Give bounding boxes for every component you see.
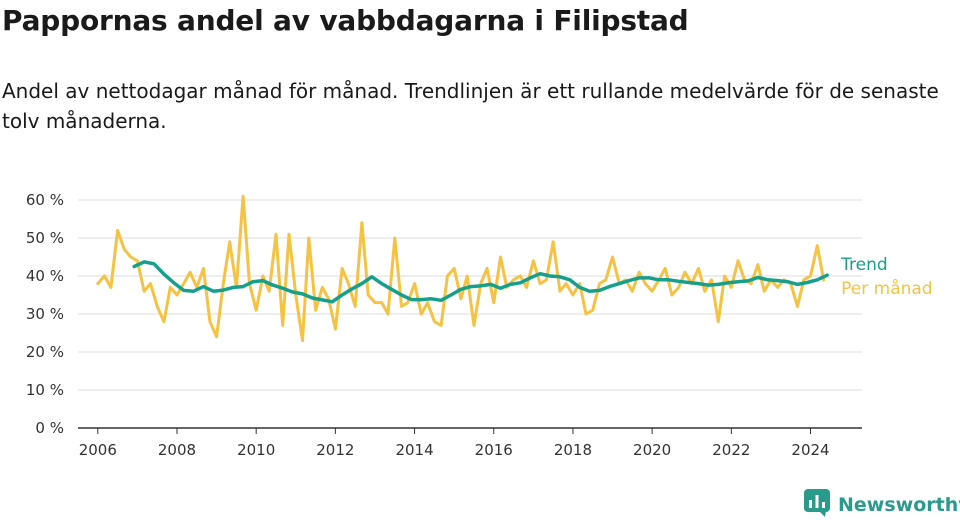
x-axis: 2006 2008 2010 2012 2014 2016 2018 2020 2022 2024 (78, 427, 862, 459)
x-tick-label: 2008 (158, 441, 196, 459)
legend-label-trend: Trend (840, 255, 888, 275)
newsworthy-logo-icon (804, 489, 830, 521)
x-tick-label: 2024 (791, 441, 829, 459)
brand-name: Newsworthy (838, 494, 960, 516)
y-tick-label: 10 % (26, 381, 64, 399)
x-tick-label: 2018 (554, 441, 592, 459)
series-line-trend (132, 260, 829, 304)
x-tick-label: 2006 (79, 441, 117, 459)
y-tick-label: 40 % (26, 267, 64, 285)
x-tick-label: 2014 (395, 441, 433, 459)
legend: Trend Per månad (840, 255, 932, 299)
legend-label-per-manad: Per månad (841, 278, 932, 299)
chart-title: Pappornas andel av vabbdagarna i Filipst… (2, 4, 689, 37)
x-tick-label: 2016 (475, 441, 513, 459)
x-tick-label: 2010 (237, 441, 275, 459)
y-tick-label: 30 % (26, 305, 64, 323)
brand-logo[interactable]: Newsworthy (804, 489, 960, 521)
x-tick-label: 2022 (712, 441, 750, 459)
chart-subtitle: Andel av nettodagar månad för månad. Tre… (2, 79, 939, 133)
series-line-per-manad (96, 194, 826, 343)
x-tick-label: 2020 (633, 441, 671, 459)
y-tick-label: 60 % (26, 191, 64, 209)
y-tick-label: 20 % (26, 343, 64, 361)
series-lines (96, 194, 829, 343)
y-tick-label: 0 % (35, 419, 64, 437)
x-tick-label: 2012 (316, 441, 354, 459)
y-tick-label: 50 % (26, 229, 64, 247)
y-axis-tick-labels: 0 % 10 % 20 % 30 % 40 % 50 % 60 % (26, 191, 64, 437)
